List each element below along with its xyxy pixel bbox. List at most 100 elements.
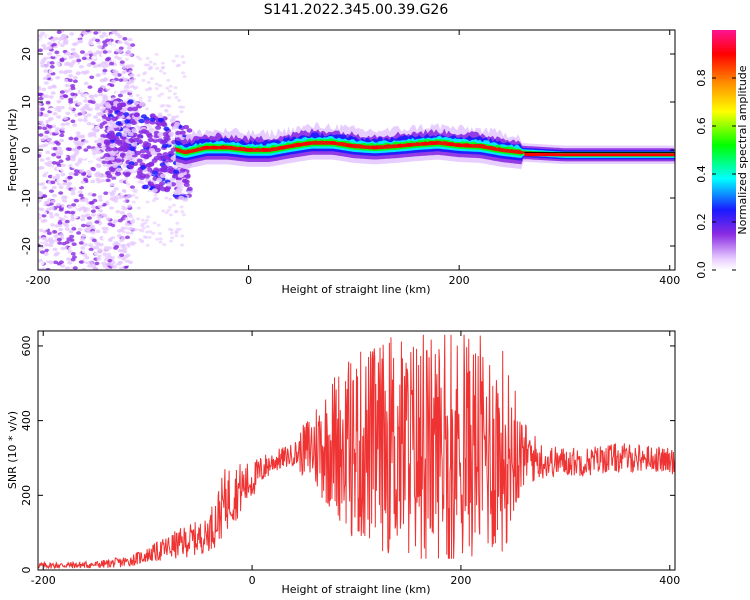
heatmap-cell: [107, 222, 113, 226]
heatmap-cell: [39, 78, 45, 83]
heatmap-cell: [46, 163, 52, 167]
heatmap-cell: [132, 77, 137, 81]
heatmap-cell: [77, 101, 83, 106]
heatmap-cell: [157, 132, 164, 137]
heatmap-cell: [40, 63, 46, 68]
heatmap-cell: [39, 165, 45, 170]
heatmap-cell: [41, 87, 47, 92]
heatmap-cell: [170, 236, 175, 240]
heatmap-cell: [123, 78, 128, 82]
heatmap-cell: [80, 214, 86, 219]
heatmap-cell: [183, 124, 190, 130]
heatmap-cell: [172, 115, 177, 119]
heatmap-cell: [91, 151, 97, 156]
heatmap-cell: [98, 92, 104, 97]
heatmap-cell: [138, 238, 143, 242]
heatmap-cell: [43, 135, 49, 139]
heatmap-cell: [115, 202, 121, 206]
heatmap-cell: [40, 123, 46, 128]
heatmap-cell: [117, 40, 123, 45]
heatmap-cell: [180, 234, 185, 238]
x-tick-label: -200: [31, 574, 56, 587]
colorbar-gradient: [712, 30, 736, 270]
heatmap-cell: [86, 226, 92, 231]
heatmap-cell: [168, 205, 173, 209]
heatmap-cell: [55, 75, 61, 80]
heatmap-cell: [126, 182, 131, 186]
heatmap-cell: [168, 131, 175, 137]
heatmap-cell: [172, 92, 177, 96]
heatmap-cell: [81, 249, 87, 254]
heatmap-cell: [179, 130, 186, 135]
heatmap-cell: [52, 193, 58, 198]
heatmap-cell: [77, 190, 83, 194]
heatmap-cell: [82, 242, 88, 247]
heatmap-cell: [120, 195, 125, 199]
heatmap-cell: [86, 63, 92, 68]
heatmap-cell: [84, 255, 90, 260]
heatmap-cell: [178, 105, 183, 109]
spectrogram-x-axis-label: Height of straight line (km): [281, 283, 430, 296]
heatmap-cell: [95, 242, 101, 247]
x-tick-label: 0: [249, 574, 256, 587]
heatmap-cell: [48, 260, 54, 265]
heatmap-cell: [179, 205, 184, 209]
heatmap-cell: [110, 191, 116, 196]
heatmap-cell: [122, 48, 128, 52]
colorbar-tick-label: 0.2: [695, 213, 708, 231]
heatmap-cell: [129, 146, 136, 152]
heatmap-cell: [169, 231, 174, 235]
heatmap-cell: [141, 78, 146, 82]
heatmap-cell: [162, 243, 167, 247]
x-tick-label: 200: [450, 574, 471, 587]
heatmap-cell: [38, 92, 42, 97]
heatmap-cell: [142, 143, 149, 149]
heatmap-peak: [328, 141, 337, 145]
heatmap-cell: [110, 252, 116, 257]
heatmap-cell: [49, 65, 55, 69]
heatmap-cell: [95, 66, 101, 71]
heatmap-cell: [145, 218, 150, 222]
heatmap-cell: [115, 213, 121, 218]
heatmap-cell: [58, 70, 64, 74]
heatmap-cell: [77, 227, 83, 232]
heatmap-cell: [106, 146, 113, 152]
heatmap-cell: [111, 238, 117, 243]
heatmap-cell: [71, 207, 77, 211]
heatmap-cell: [168, 84, 173, 88]
heatmap-cell: [69, 32, 75, 36]
heatmap-cell: [47, 85, 53, 90]
heatmap-cell: [157, 114, 164, 119]
heatmap-cell: [90, 204, 96, 209]
heatmap-cell: [119, 30, 125, 33]
heatmap-cell: [120, 192, 126, 196]
heatmap-cell: [158, 84, 163, 88]
heatmap-cell: [41, 51, 47, 56]
heatmap-cell: [81, 105, 87, 110]
heatmap-cell: [83, 148, 89, 152]
heatmap-cell: [99, 108, 105, 112]
heatmap-cell: [167, 227, 172, 231]
snr-y-axis-label: SNR (10 * v/v): [6, 411, 19, 489]
heatmap-cell: [125, 61, 131, 65]
heatmap-cell: [100, 213, 106, 217]
heatmap-cell: [138, 96, 143, 100]
heatmap-cell: [96, 142, 102, 147]
heatmap-cell: [67, 175, 73, 180]
heatmap-cell: [117, 205, 123, 210]
heatmap-cell: [93, 31, 99, 35]
heatmap-cell: [49, 206, 55, 210]
heatmap-cell: [70, 119, 76, 124]
heatmap-cell: [101, 218, 107, 222]
y-tick-label: 20: [20, 47, 33, 61]
heatmap-cell: [50, 91, 56, 95]
heatmap-cell: [181, 178, 188, 184]
figure-title: S141.2022.345.00.39.G26: [264, 2, 449, 18]
heatmap-cell: [86, 33, 92, 38]
heatmap-cell: [39, 201, 45, 206]
heatmap-cell: [66, 237, 72, 241]
heatmap-cell: [56, 30, 62, 34]
heatmap-cell: [111, 30, 117, 34]
heatmap-cell: [122, 188, 127, 192]
